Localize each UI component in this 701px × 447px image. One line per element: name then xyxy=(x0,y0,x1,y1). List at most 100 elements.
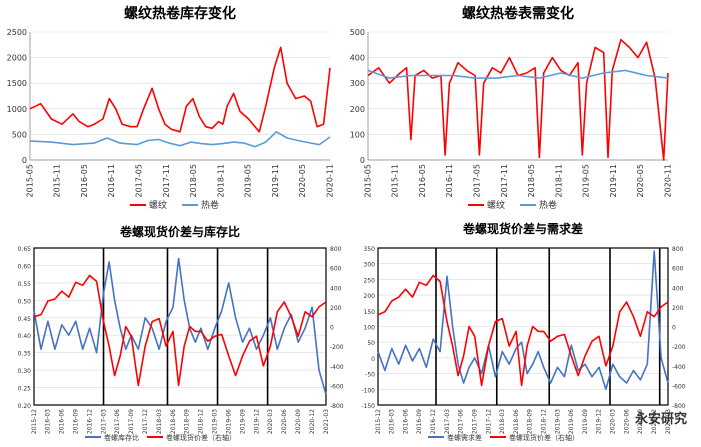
legend-label: 热卷 xyxy=(201,199,219,211)
x-tick-label: 2016-05 xyxy=(80,164,89,197)
x-tick-label: 2015-12 xyxy=(31,409,38,434)
y-tick-label: 2000 xyxy=(7,54,27,63)
chart-title: 卷螺现货价差与需求差 xyxy=(462,221,583,236)
x-tick-label: 2018-06 xyxy=(513,409,520,434)
y-tick-label: 0.20 xyxy=(18,403,32,410)
x-tick-label: 2019-06 xyxy=(568,409,575,434)
x-tick-label: 2020-05 xyxy=(636,164,645,197)
y-tick-label: 0.25 xyxy=(18,386,32,393)
x-tick-label: 2020-12 xyxy=(651,409,658,434)
x-tick-label: 2020-06 xyxy=(281,409,288,434)
x-tick-label: 2019-11 xyxy=(609,164,618,197)
y-tick-label: 0.45 xyxy=(18,316,32,323)
y-tick-label: 100 xyxy=(350,130,365,139)
y2-tick-label: 800 xyxy=(330,246,342,253)
x-tick-label: 2019-06 xyxy=(225,409,232,434)
x-tick-label: 2015-11 xyxy=(53,164,62,197)
x-tick-label: 2016-11 xyxy=(107,164,116,197)
x-tick-label: 2018-05 xyxy=(189,164,198,197)
y-tick-label: 0.50 xyxy=(18,298,32,305)
x-tick-label: 2017-11 xyxy=(162,164,171,197)
x-tick-label: 2019-11 xyxy=(271,164,280,197)
chart-title: 螺纹热卷表需变化 xyxy=(462,5,574,22)
y-tick-label: 0 xyxy=(22,156,27,165)
y-tick-label: 150 xyxy=(364,309,376,316)
y2-tick-label: -400 xyxy=(672,364,686,371)
series-line xyxy=(377,274,669,387)
x-tick-label: 2016-09 xyxy=(73,409,80,434)
x-tick-label: 2017-03 xyxy=(444,409,451,434)
x-tick-label: 2020-03 xyxy=(267,409,274,434)
x-tick-label: 2018-09 xyxy=(527,409,534,434)
legend-label: 卷螺库存比 xyxy=(104,433,139,442)
x-tick-label: 2016-11 xyxy=(445,164,454,197)
x-tick-label: 2018-03 xyxy=(499,409,506,434)
y2-tick-label: 0 xyxy=(672,325,676,332)
x-tick-label: 2017-09 xyxy=(128,409,135,434)
y-tick-label: 1000 xyxy=(7,105,27,114)
y2-tick-label: -400 xyxy=(330,364,344,371)
x-tick-label: 2018-09 xyxy=(184,409,191,434)
y-tick-label: 0.30 xyxy=(18,368,32,375)
x-tick-label: 2020-11 xyxy=(663,164,672,197)
legend-label: 卷螺现货价差（右轴） xyxy=(166,433,236,442)
y-tick-label: 0.35 xyxy=(18,351,32,358)
y-tick-label: 0.60 xyxy=(18,263,32,270)
y-tick-label: 0 xyxy=(371,356,375,363)
y-tick-label: 1500 xyxy=(7,79,27,88)
x-tick-label: 2015-05 xyxy=(25,164,34,197)
x-tick-label: 2018-11 xyxy=(216,164,225,197)
y2-tick-label: -800 xyxy=(330,403,344,410)
watermark: 永安研究 xyxy=(634,412,687,427)
x-tick-label: 2016-05 xyxy=(418,164,427,197)
x-tick-label: 2016-06 xyxy=(59,409,66,434)
x-tick-label: 2019-03 xyxy=(554,409,561,434)
legend-label: 螺纹 xyxy=(149,199,167,211)
x-tick-label: 2017-05 xyxy=(134,164,143,197)
x-tick-label: 2016-03 xyxy=(389,409,396,434)
x-tick-label: 2019-03 xyxy=(212,409,219,434)
x-tick-label: 2015-11 xyxy=(391,164,400,197)
y-tick-label: -100 xyxy=(361,387,375,394)
x-tick-label: 2016-09 xyxy=(416,409,423,434)
legend-label: 卷螺现货价差（右轴） xyxy=(509,433,579,442)
x-tick-label: 2015-05 xyxy=(363,164,372,197)
y-tick-label: 300 xyxy=(350,79,365,88)
y-tick-label: 0.65 xyxy=(18,246,32,253)
y-tick-label: 2500 xyxy=(7,28,27,37)
y-tick-label: 350 xyxy=(364,246,376,253)
x-tick-label: 2019-12 xyxy=(596,409,603,434)
y2-tick-label: -600 xyxy=(672,383,686,390)
y-tick-label: 250 xyxy=(364,277,376,284)
x-tick-label: 2020-05 xyxy=(298,164,307,197)
y-tick-label: 0.55 xyxy=(18,281,32,288)
x-tick-label: 2017-09 xyxy=(471,409,478,434)
series-line xyxy=(33,257,327,395)
chart-title: 螺纹热卷库存变化 xyxy=(124,5,236,22)
y2-tick-label: 600 xyxy=(330,266,342,273)
y-tick-label: 50 xyxy=(367,340,375,347)
x-tick-label: 2016-12 xyxy=(430,409,437,434)
series-line xyxy=(33,274,327,387)
x-tick-label: 2018-05 xyxy=(527,164,536,197)
x-tick-label: 2017-06 xyxy=(458,409,465,434)
x-tick-label: 2018-12 xyxy=(198,409,205,434)
y-tick-label: 0 xyxy=(360,156,365,165)
legend-label: 卷螺需求差 xyxy=(447,433,482,442)
chart-title: 卷螺现货价差与库存比 xyxy=(119,224,240,239)
y-tick-label: 0.40 xyxy=(18,333,32,340)
x-tick-label: 2019-09 xyxy=(239,409,246,434)
y2-tick-label: -200 xyxy=(672,344,686,351)
y-tick-label: 400 xyxy=(350,54,365,63)
y-tick-label: 300 xyxy=(364,262,376,269)
y2-tick-label: 400 xyxy=(672,285,684,292)
x-tick-label: 2021-03 xyxy=(323,409,330,434)
x-tick-label: 2017-12 xyxy=(485,409,492,434)
y-tick-label: -150 xyxy=(361,403,375,410)
series-line xyxy=(367,38,669,161)
x-tick-label: 2017-05 xyxy=(472,164,481,197)
x-tick-label: 2020-09 xyxy=(637,409,644,434)
x-tick-label: 2020-03 xyxy=(610,409,617,434)
y-tick-label: 500 xyxy=(350,28,365,37)
